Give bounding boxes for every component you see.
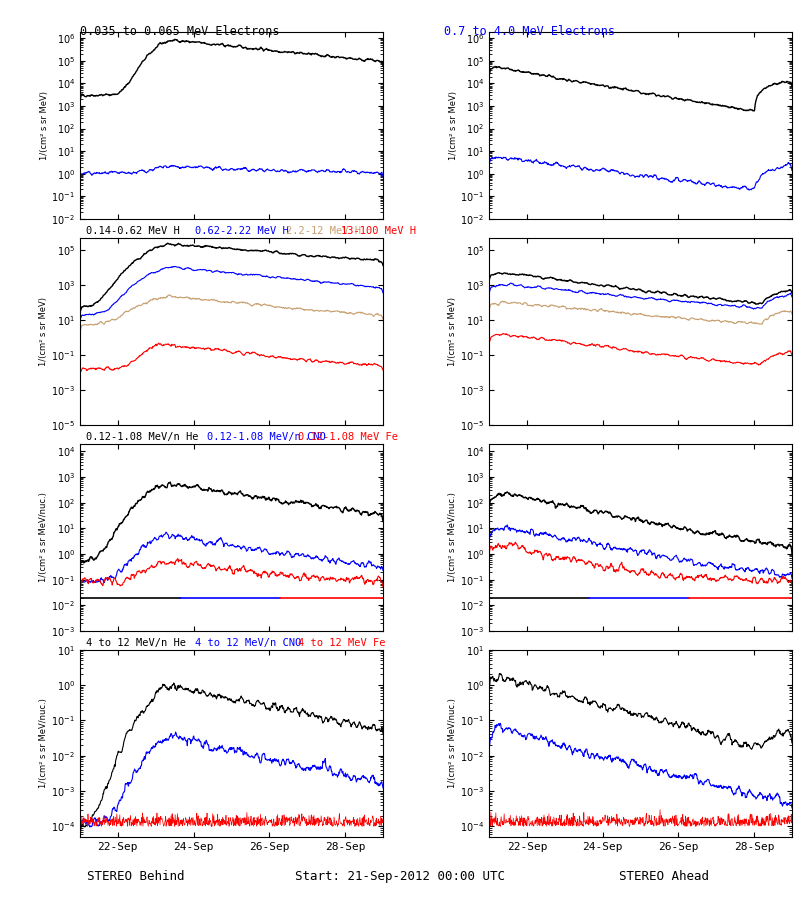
Y-axis label: 1/(cm² s sr MeV): 1/(cm² s sr MeV)	[448, 297, 458, 365]
Y-axis label: 1/(cm² s sr MeV/nuc.): 1/(cm² s sr MeV/nuc.)	[39, 492, 48, 582]
Y-axis label: 1/(cm² s sr MeV/nuc.): 1/(cm² s sr MeV/nuc.)	[39, 698, 48, 788]
Text: 0.035 to 0.065 MeV Electrons: 0.035 to 0.065 MeV Electrons	[80, 25, 279, 38]
Text: 0.12-1.08 MeV/n CNO: 0.12-1.08 MeV/n CNO	[207, 432, 326, 442]
Text: STEREO Ahead: STEREO Ahead	[619, 870, 709, 883]
Text: Start: 21-Sep-2012 00:00 UTC: Start: 21-Sep-2012 00:00 UTC	[295, 870, 505, 883]
Text: 2.2-12 MeV H: 2.2-12 MeV H	[286, 226, 361, 236]
Y-axis label: 1/(cm² s sr MeV/nuc.): 1/(cm² s sr MeV/nuc.)	[448, 698, 457, 788]
Text: 0.12-1.08 MeV Fe: 0.12-1.08 MeV Fe	[298, 432, 398, 442]
Text: STEREO Behind: STEREO Behind	[87, 870, 185, 883]
Text: 0.7 to 4.0 MeV Electrons: 0.7 to 4.0 MeV Electrons	[444, 25, 615, 38]
Text: 0.62-2.22 MeV H: 0.62-2.22 MeV H	[195, 226, 289, 236]
Y-axis label: 1/(cm² s sr MeV): 1/(cm² s sr MeV)	[449, 91, 458, 159]
Text: 0.12-1.08 MeV/n He: 0.12-1.08 MeV/n He	[86, 432, 198, 442]
Text: 13-100 MeV H: 13-100 MeV H	[341, 226, 415, 236]
Text: 0.14-0.62 MeV H: 0.14-0.62 MeV H	[86, 226, 180, 236]
Y-axis label: 1/(cm² s sr MeV/nuc.): 1/(cm² s sr MeV/nuc.)	[448, 492, 458, 582]
Text: 4 to 12 MeV/n He: 4 to 12 MeV/n He	[86, 638, 186, 648]
Y-axis label: 1/(cm² s sr MeV): 1/(cm² s sr MeV)	[39, 91, 49, 159]
Text: 4 to 12 MeV Fe: 4 to 12 MeV Fe	[298, 638, 386, 648]
Text: 4 to 12 MeV/n CNO: 4 to 12 MeV/n CNO	[195, 638, 302, 648]
Y-axis label: 1/(cm² s sr MeV): 1/(cm² s sr MeV)	[39, 297, 48, 365]
